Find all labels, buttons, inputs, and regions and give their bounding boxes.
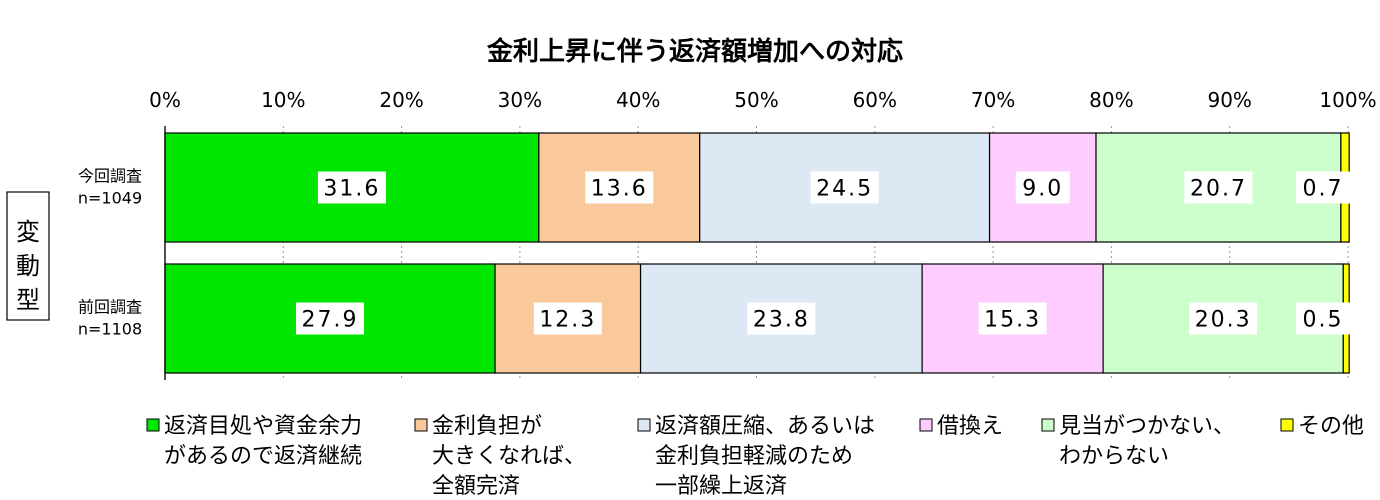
data-label-bg [978,302,1047,335]
data-label-bg [1296,302,1350,335]
legend-swatch [414,418,428,432]
x-tick-label: 40% [616,88,660,112]
category-label: 今回調査 [78,167,142,186]
data-label: 0.7 [1303,177,1344,202]
legend-swatch [637,418,651,432]
category-labels: 今回調査 n=1049 前回調査 n=1108 [78,167,142,339]
legend-label: わからない [1059,444,1169,469]
data-label-bg [585,171,654,204]
data-label-bg [1184,171,1253,204]
x-tick-label: 0% [149,88,181,112]
data-label: 9.0 [1022,177,1063,202]
data-label-bg [1296,171,1350,204]
group-label: 変動型 [16,218,40,314]
x-tick-label: 80% [1089,88,1133,112]
category-sublabel: n=1108 [78,320,142,339]
group-label-char: 型 [16,286,40,314]
legend-label: 大きくなれば、 [432,444,586,469]
category-label: 前回調査 [78,298,142,317]
data-label: 27.9 [302,308,359,333]
legend-label: その他 [1298,414,1364,439]
data-label-bg [747,302,816,335]
group-label-char: 動 [16,252,40,280]
legend-label: があるので返済継続 [164,444,362,469]
category-sublabel: n=1049 [78,189,142,208]
data-label-bg [317,171,386,204]
x-tick-label: 50% [734,88,778,112]
data-label: 15.3 [984,308,1041,333]
data-label: 0.5 [1303,308,1344,333]
x-tick-label: 60% [853,88,897,112]
x-axis-ticks: 0% 10% 20% 30% 40% 50% 60% 70% 80% 90% 100% [149,88,1376,112]
x-tick-label: 70% [971,88,1015,112]
x-tick-label: 10% [261,88,305,112]
legend-swatch [146,418,160,432]
legend-label: 全額完済 [432,474,520,499]
data-label-bg [533,302,602,335]
x-tick-label: 100% [1319,88,1376,112]
data-label-bg [1189,302,1258,335]
x-tick-label: 30% [498,88,542,112]
x-tick-label: 90% [1207,88,1251,112]
group-label-char: 変 [16,218,40,246]
legend-label: 借換え [937,414,1003,439]
legend-label: 見当がつかない、 [1059,414,1235,439]
data-label: 23.8 [753,308,810,333]
legend-swatch [919,418,933,432]
legend-label: 返済目処や資金余力 [164,414,362,439]
legend-label: 一部繰上返済 [655,474,787,499]
data-label-bg [296,302,365,335]
legend-label: 金利負担軽減のため [655,444,853,469]
data-label: 20.3 [1195,308,1252,333]
legend-swatch [1041,418,1055,432]
legend-label: 金利負担が [432,414,542,439]
bars: 31.6 13.6 24.5 9.0 20.7 0.7 27.9 12.3 23.8 15.3 20… [164,126,1350,380]
legend-label: 返済額圧縮、あるいは [655,414,875,439]
x-tick-label: 20% [379,88,423,112]
data-label: 13.6 [591,177,648,202]
data-label: 20.7 [1190,177,1247,202]
data-label: 31.6 [323,177,380,202]
data-label: 12.3 [539,308,596,333]
group-label-box [6,191,50,321]
data-label-bg [810,171,879,204]
chart-title: 金利上昇に伴う返済額増加への対応 [486,36,903,67]
data-label: 24.5 [816,177,873,202]
bar-segment [988,132,1097,243]
data-label-bg [1015,171,1070,204]
legend-swatch [1280,418,1294,432]
